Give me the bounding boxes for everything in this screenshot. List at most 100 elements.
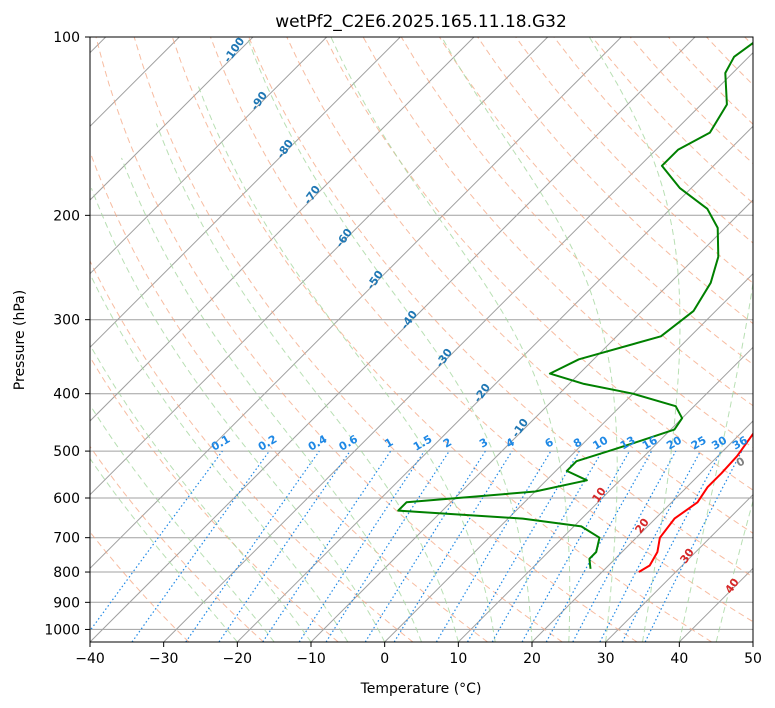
isotherm-line bbox=[90, 37, 549, 496]
dewpoint-line bbox=[397, 41, 753, 569]
dry-adiabat-line bbox=[286, 37, 753, 534]
moist-adiabat-line bbox=[441, 37, 618, 642]
x-tick-label: 40 bbox=[670, 651, 688, 667]
background-lines bbox=[90, 37, 753, 642]
mixing-ratio-label: 0.2 bbox=[256, 433, 279, 454]
dry-adiabat-label: 10 bbox=[589, 485, 609, 505]
chart-title: wetPf2_C2E6.2025.165.11.18.G32 bbox=[275, 12, 567, 32]
y-tick-label: 1000 bbox=[44, 622, 80, 638]
dry-adiabat-label: -100 bbox=[221, 35, 248, 65]
y-tick-label: 800 bbox=[53, 565, 80, 581]
moist-adiabat-line bbox=[121, 157, 422, 642]
isotherm-line bbox=[752, 641, 753, 642]
moist-adiabat-line bbox=[90, 188, 386, 642]
sounding-lines bbox=[397, 41, 753, 573]
mixing-ratio-label: 3 bbox=[477, 436, 490, 451]
mixing-ratio-line bbox=[262, 450, 392, 642]
isotherm-line bbox=[90, 37, 401, 349]
x-tick-label: −30 bbox=[149, 651, 179, 667]
dry-adiabat-line bbox=[90, 259, 414, 642]
mixing-ratio-label: 20 bbox=[664, 433, 684, 452]
mixing-ratio-label: 25 bbox=[689, 434, 709, 453]
isotherm-line bbox=[163, 51, 753, 642]
y-axis-title: Pressure (hPa) bbox=[12, 290, 28, 390]
x-tick-label: −10 bbox=[296, 651, 326, 667]
mixing-ratio-line bbox=[218, 450, 351, 642]
isotherm-line bbox=[90, 37, 475, 422]
y-tick-label: 200 bbox=[53, 208, 80, 224]
mixing-ratio-line bbox=[572, 450, 677, 642]
dry-adiabat-line bbox=[90, 150, 488, 642]
moist-adiabat-line bbox=[246, 37, 533, 642]
x-tick-label: 50 bbox=[744, 651, 762, 667]
axes: −40 −30 −20 −10 0 10 20 30 40 5010020030040050060… bbox=[44, 30, 762, 667]
mixing-ratio-line bbox=[644, 450, 743, 642]
mixing-ratio-label: 0.4 bbox=[306, 432, 330, 453]
dry-adiabat-label: 20 bbox=[632, 516, 652, 536]
dry-adiabat-line bbox=[171, 37, 712, 642]
dry-adiabat-line bbox=[90, 445, 264, 642]
y-tick-label: 100 bbox=[53, 30, 80, 46]
mixing-ratio-label: 13 bbox=[618, 434, 638, 453]
dry-adiabat-label: -30 bbox=[433, 346, 455, 370]
isotherm-line bbox=[384, 272, 753, 642]
dry-adiabat-line bbox=[90, 531, 190, 642]
dry-adiabat-line bbox=[133, 37, 638, 642]
moist-adiabat-line bbox=[197, 83, 496, 642]
mixing-ratio-label: 1.5 bbox=[411, 433, 434, 454]
moist-adiabat-line bbox=[90, 404, 275, 642]
temperature-line bbox=[638, 432, 753, 573]
dry-adiabat-label: -60 bbox=[333, 226, 355, 250]
mixing-ratio-line bbox=[298, 450, 425, 642]
mixing-ratio-label: 30 bbox=[709, 433, 729, 452]
moist-adiabat-line bbox=[678, 280, 753, 642]
isotherm-line bbox=[90, 37, 328, 275]
mixing-ratio-label: 1 bbox=[382, 436, 395, 451]
dry-adiabat-line bbox=[248, 37, 753, 578]
dry-adiabat-label: -40 bbox=[398, 308, 420, 332]
mixing-ratio-line bbox=[325, 450, 450, 642]
dry-adiabat-label: 40 bbox=[722, 576, 742, 596]
mixing-ratio-line bbox=[185, 450, 320, 642]
mixing-ratio-line bbox=[90, 450, 223, 632]
x-tick-label: 10 bbox=[449, 651, 467, 667]
dry-adiabat-label: -50 bbox=[364, 268, 386, 292]
isotherm-line bbox=[605, 493, 753, 642]
x-tick-label: −20 bbox=[223, 651, 253, 667]
dry-adiabat-label: -10 bbox=[509, 416, 531, 440]
moist-adiabat-line bbox=[90, 457, 238, 642]
dry-adiabat-label: -20 bbox=[471, 381, 493, 405]
x-tick-label: 30 bbox=[597, 651, 615, 667]
isotherm-line bbox=[310, 199, 753, 642]
x-tick-label: −40 bbox=[75, 651, 105, 667]
moist-adiabat-line bbox=[155, 123, 459, 642]
dry-adiabat-line bbox=[706, 37, 753, 86]
dry-adiabat-line bbox=[744, 37, 753, 47]
mixing-ratio-label: 0.1 bbox=[209, 433, 232, 454]
isopleth-labels: 0.1 0.2 0.4 0.6 1 1.5 2 3 4 6 8 10 13 16 20 25 30 360-100… bbox=[209, 35, 750, 596]
dry-adiabat-line bbox=[90, 356, 339, 642]
plot-frame bbox=[89, 36, 754, 643]
mixing-ratio-line bbox=[545, 450, 653, 642]
isotherm-line bbox=[90, 37, 254, 201]
x-axis-title: Temperature (°C) bbox=[360, 681, 482, 697]
dry-adiabat-label: 30 bbox=[677, 546, 697, 566]
y-tick-label: 400 bbox=[53, 387, 80, 403]
mixing-ratio-line bbox=[435, 450, 552, 642]
y-tick-label: 700 bbox=[53, 531, 80, 547]
y-tick-label: 500 bbox=[53, 444, 80, 460]
moist-adiabat-line bbox=[588, 37, 681, 642]
y-tick-label: 600 bbox=[53, 491, 80, 507]
mixing-ratio-line bbox=[131, 450, 270, 642]
dry-adiabat-line bbox=[95, 37, 563, 642]
mixing-ratio-label: 10 bbox=[591, 433, 611, 452]
mixing-ratio-label: 36 bbox=[730, 433, 750, 452]
isotherm-line bbox=[236, 125, 753, 642]
mixing-ratio-label: 0.6 bbox=[337, 432, 361, 453]
isotherm-line bbox=[531, 420, 753, 642]
moist-adiabat-line bbox=[330, 37, 571, 642]
mixing-ratio-line bbox=[466, 450, 580, 642]
dry-adiabat-line bbox=[324, 37, 753, 491]
lcl-marker: 0 bbox=[734, 454, 747, 469]
